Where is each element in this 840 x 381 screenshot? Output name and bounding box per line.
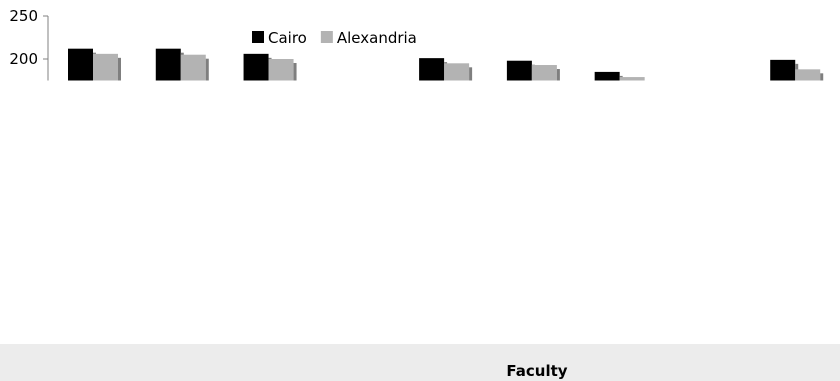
- legend: Cairo Alexandria: [252, 29, 417, 47]
- y-tick-label: 200: [9, 50, 38, 68]
- legend-swatch-alexandria: [320, 31, 333, 43]
- bar-shadow: [556, 69, 560, 81]
- bottom-band: [0, 344, 840, 381]
- bar-cairo-4: [419, 58, 445, 81]
- y-tick-label: 250: [9, 7, 38, 25]
- y-ticks: 200 250: [9, 7, 48, 68]
- bar-alexandria-4: [444, 63, 470, 81]
- legend-label-cairo: Cairo: [268, 29, 307, 47]
- bar-alexandria-5: [531, 65, 557, 81]
- bar-alexandria-2: [268, 59, 294, 81]
- bar-alexandria-0: [93, 53, 118, 81]
- legend-label-alexandria: Alexandria: [337, 29, 417, 47]
- bar-alexandria-6: [619, 77, 645, 81]
- bar-shadow: [469, 67, 473, 81]
- bar-cairo-8: [770, 59, 796, 81]
- bar-cairo-2: [243, 53, 269, 81]
- bars: [68, 48, 824, 81]
- bar-cairo-1: [155, 48, 181, 81]
- bar-alexandria-1: [180, 54, 206, 81]
- bar-shadow: [820, 73, 824, 81]
- bar-shadow: [293, 63, 297, 81]
- bar-cairo-5: [506, 60, 532, 81]
- bar-cairo-6: [594, 71, 620, 81]
- bar-shadow: [118, 57, 121, 81]
- legend-swatch-cairo: [252, 31, 264, 43]
- bar-cairo-0: [68, 48, 93, 81]
- x-axis-title: Faculty: [506, 362, 567, 380]
- y-axis: 200 250: [9, 7, 49, 81]
- bar-shadow: [205, 58, 209, 81]
- bar-alexandria-8: [795, 69, 821, 81]
